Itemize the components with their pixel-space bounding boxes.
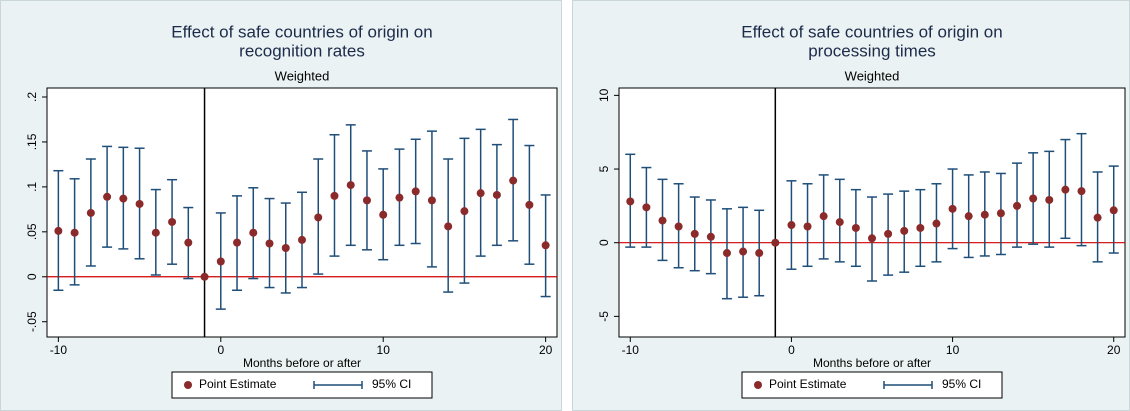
point [168,217,177,226]
point [330,191,339,200]
point [411,187,420,196]
point [1061,185,1070,194]
point [135,199,144,208]
y-tick-label: -5 [597,311,611,322]
point [1109,206,1118,215]
point [755,249,764,258]
point [819,212,828,221]
point [884,229,893,238]
x-tick-label: 0 [217,343,224,357]
point [444,222,453,231]
y-tick-label: 10 [597,88,611,102]
point [395,193,404,202]
point [427,196,436,205]
legend-label: 95% CI [942,377,981,391]
chart-title: Effect of safe countries of origin on [741,22,1002,41]
y-tick-label: 0 [597,239,611,246]
point [980,210,989,219]
point [851,223,860,232]
chart-title: processing times [808,41,936,60]
point [281,244,290,253]
point [900,226,909,235]
legend-label: 95% CI [372,377,411,391]
x-tick-label: 10 [946,343,960,357]
x-axis-label: Months before or after [243,356,361,370]
point [771,238,780,247]
point [346,181,355,190]
point [996,209,1005,218]
point [86,208,95,217]
point [835,218,844,227]
y-tick-label: .15 [25,133,39,150]
x-tick-label: 10 [377,343,391,357]
chart-title: Effect of safe countries of origin on [171,22,432,41]
point [298,235,306,244]
legend-marker [754,381,762,389]
point [233,238,242,247]
point [184,238,193,247]
point [1013,201,1022,210]
point [690,229,699,238]
point [119,194,128,203]
x-axis-label: Months before or after [813,356,931,370]
chart-panel: Effect of safe countries of origin onpro… [572,0,1130,411]
point [525,200,534,209]
y-tick-label: 5 [597,165,611,172]
x-tick-label: 20 [1107,343,1121,357]
point [1093,213,1102,222]
point [1045,195,1054,204]
point [476,189,485,198]
point [460,207,469,216]
chart-panel: Effect of safe countries of origin onrec… [0,0,562,411]
point [103,192,112,201]
point [200,272,209,281]
point [868,234,876,243]
point [509,176,518,185]
point [787,221,796,230]
point [54,226,63,235]
point [626,197,635,206]
point [314,213,323,222]
y-tick-label: .05 [25,223,39,240]
point [658,216,667,225]
point [249,228,258,237]
x-tick-label: 0 [788,343,795,357]
point [674,222,683,231]
legend-box [171,371,433,399]
point [265,239,274,248]
y-tick-label: .1 [25,182,39,192]
chart-subtitle: Weighted [845,68,900,83]
point [216,257,225,266]
legend-marker [184,381,192,389]
point [492,190,501,199]
point [948,204,957,213]
x-tick-label: -10 [622,343,640,357]
point [362,196,371,205]
point [1077,187,1086,196]
point [722,249,731,258]
y-tick-label: -.05 [25,311,39,332]
legend-label: Point Estimate [769,377,847,391]
point [642,203,651,212]
point [70,228,79,237]
point [151,228,160,237]
legend-box [741,371,1003,399]
point [964,212,973,221]
chart-title: recognition rates [239,41,365,60]
y-tick-label: 0 [25,273,39,280]
point [541,241,550,250]
point [803,222,812,231]
legend-label: Point Estimate [199,377,277,391]
chart-subtitle: Weighted [275,68,330,83]
point [932,219,941,228]
point [706,232,715,241]
point [739,247,748,256]
y-tick-label: .2 [25,92,39,102]
point [379,210,388,219]
x-tick-label: 20 [539,343,553,357]
point [1029,194,1038,203]
point [916,223,925,232]
x-tick-label: -10 [50,343,68,357]
